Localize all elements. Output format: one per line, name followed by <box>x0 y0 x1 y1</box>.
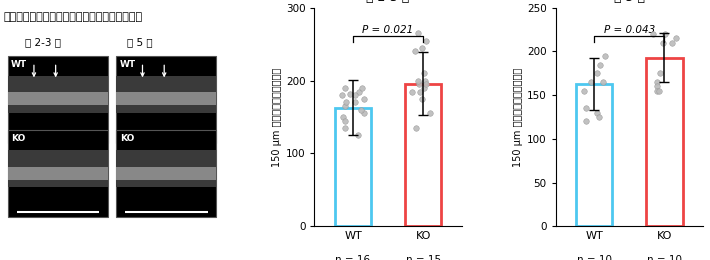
Point <box>409 49 420 54</box>
Point <box>355 108 366 112</box>
Point <box>339 86 351 90</box>
Bar <box>8 93 108 105</box>
Point <box>580 119 591 124</box>
Point <box>594 115 605 119</box>
Point <box>350 93 361 97</box>
Point <box>578 89 589 93</box>
Point <box>667 41 678 45</box>
Point <box>654 89 665 93</box>
Bar <box>116 76 217 113</box>
Bar <box>116 167 217 180</box>
Y-axis label: 150 μm あたりのスパインの数: 150 μm あたりのスパインの数 <box>272 67 282 167</box>
Bar <box>405 83 442 226</box>
Point <box>580 106 591 110</box>
Y-axis label: 150 μm あたりのスパインの数: 150 μm あたりのスパインの数 <box>513 67 523 167</box>
Point <box>657 41 668 45</box>
Point <box>654 71 665 75</box>
Bar <box>116 93 217 105</box>
Title: 第 5 層: 第 5 層 <box>613 0 645 4</box>
Point <box>410 126 422 130</box>
Point <box>418 86 430 90</box>
Bar <box>116 56 217 143</box>
Point <box>594 62 606 67</box>
Title: 第 2-3 層: 第 2-3 層 <box>366 0 410 4</box>
Text: P = 0.043: P = 0.043 <box>604 25 655 35</box>
Point <box>340 126 351 130</box>
Bar <box>8 130 108 217</box>
Point <box>337 115 348 119</box>
Point <box>599 54 611 58</box>
Point <box>648 32 659 36</box>
Point <box>591 71 602 75</box>
Point <box>356 86 368 90</box>
Point <box>359 111 370 115</box>
Point <box>413 31 424 35</box>
Point <box>340 119 351 123</box>
Point <box>413 82 424 86</box>
Bar <box>8 150 108 187</box>
Text: KO: KO <box>120 134 134 144</box>
Point <box>417 97 428 101</box>
Text: n = 15: n = 15 <box>405 255 441 260</box>
Point <box>344 92 356 96</box>
Point <box>420 79 431 83</box>
Point <box>659 32 670 36</box>
Point <box>415 89 426 94</box>
Text: 第 2-3 層: 第 2-3 層 <box>26 37 61 47</box>
Point <box>339 104 351 108</box>
Text: WT: WT <box>11 60 27 69</box>
Point <box>420 82 432 86</box>
Point <box>416 46 427 50</box>
Point <box>358 97 369 101</box>
Point <box>420 38 432 43</box>
Point <box>670 36 681 41</box>
Point <box>336 93 347 97</box>
Point <box>353 89 364 94</box>
Text: n = 16: n = 16 <box>336 255 371 260</box>
Bar <box>116 130 217 217</box>
Point <box>341 100 352 105</box>
Text: P = 0.021: P = 0.021 <box>363 25 414 35</box>
Point <box>597 80 608 84</box>
Point <box>652 80 663 84</box>
Bar <box>335 108 371 226</box>
Point <box>418 71 430 75</box>
Bar <box>8 167 108 180</box>
Bar <box>646 58 682 226</box>
Point <box>651 84 662 88</box>
Bar <box>116 150 217 187</box>
Text: 第 5 層: 第 5 層 <box>127 37 153 47</box>
Point <box>350 100 361 105</box>
Bar <box>576 84 613 226</box>
Point <box>425 111 436 115</box>
Text: n = 10: n = 10 <box>577 255 612 260</box>
Bar <box>8 56 108 143</box>
Text: 大脳皮質前頭前野錐体細胞のスパイン密度解析: 大脳皮質前頭前野錐体細胞のスパイン密度解析 <box>4 12 143 22</box>
Text: KO: KO <box>11 134 26 144</box>
Point <box>413 79 424 83</box>
Point <box>407 89 418 94</box>
Point <box>651 89 662 93</box>
Point <box>591 110 602 115</box>
Point <box>586 80 597 84</box>
Point <box>352 133 364 137</box>
Text: n = 10: n = 10 <box>647 255 682 260</box>
Bar <box>8 76 108 113</box>
Text: WT: WT <box>120 60 136 69</box>
